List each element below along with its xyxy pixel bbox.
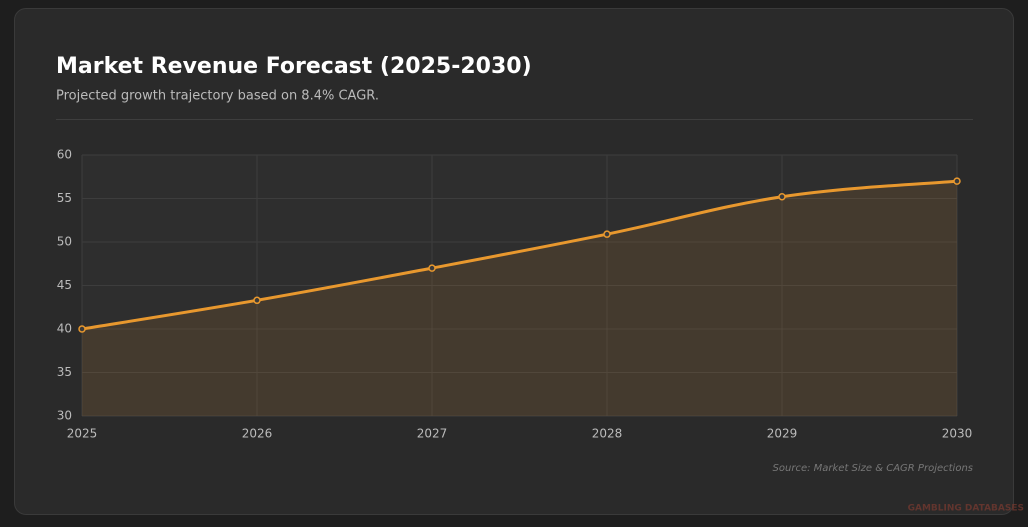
source-note: Source: Market Size & CAGR Projections bbox=[773, 463, 973, 474]
y-tick-label: 60 bbox=[57, 148, 72, 162]
x-tick-label: 2027 bbox=[417, 427, 448, 441]
line bbox=[81, 179, 958, 331]
point bbox=[253, 296, 261, 305]
point bbox=[603, 230, 611, 238]
x-tick-label: 2029 bbox=[767, 427, 798, 441]
area bbox=[82, 181, 957, 416]
y-tick-label: 40 bbox=[57, 322, 72, 336]
watermark: GAMBLING DATABASES bbox=[908, 504, 1024, 514]
y-tick-label: 50 bbox=[57, 235, 72, 249]
point bbox=[78, 325, 86, 333]
point bbox=[428, 264, 436, 272]
y-tick-label: 45 bbox=[57, 278, 72, 292]
x-tick-label: 2025 bbox=[67, 427, 98, 441]
x-tick-label: 2026 bbox=[242, 427, 273, 441]
y-tick-label: 30 bbox=[57, 409, 72, 423]
x-tick-label: 2030 bbox=[942, 427, 973, 441]
y-tick-label: 35 bbox=[57, 365, 72, 379]
chart-title: Market Revenue Forecast (2025-2030) bbox=[56, 54, 532, 79]
point bbox=[953, 177, 961, 185]
chart-subtitle: Projected growth trajectory based on 8.4… bbox=[56, 89, 379, 104]
x-tick-label: 2028 bbox=[592, 427, 623, 441]
point bbox=[778, 193, 786, 201]
y-tick-label: 55 bbox=[57, 191, 72, 205]
